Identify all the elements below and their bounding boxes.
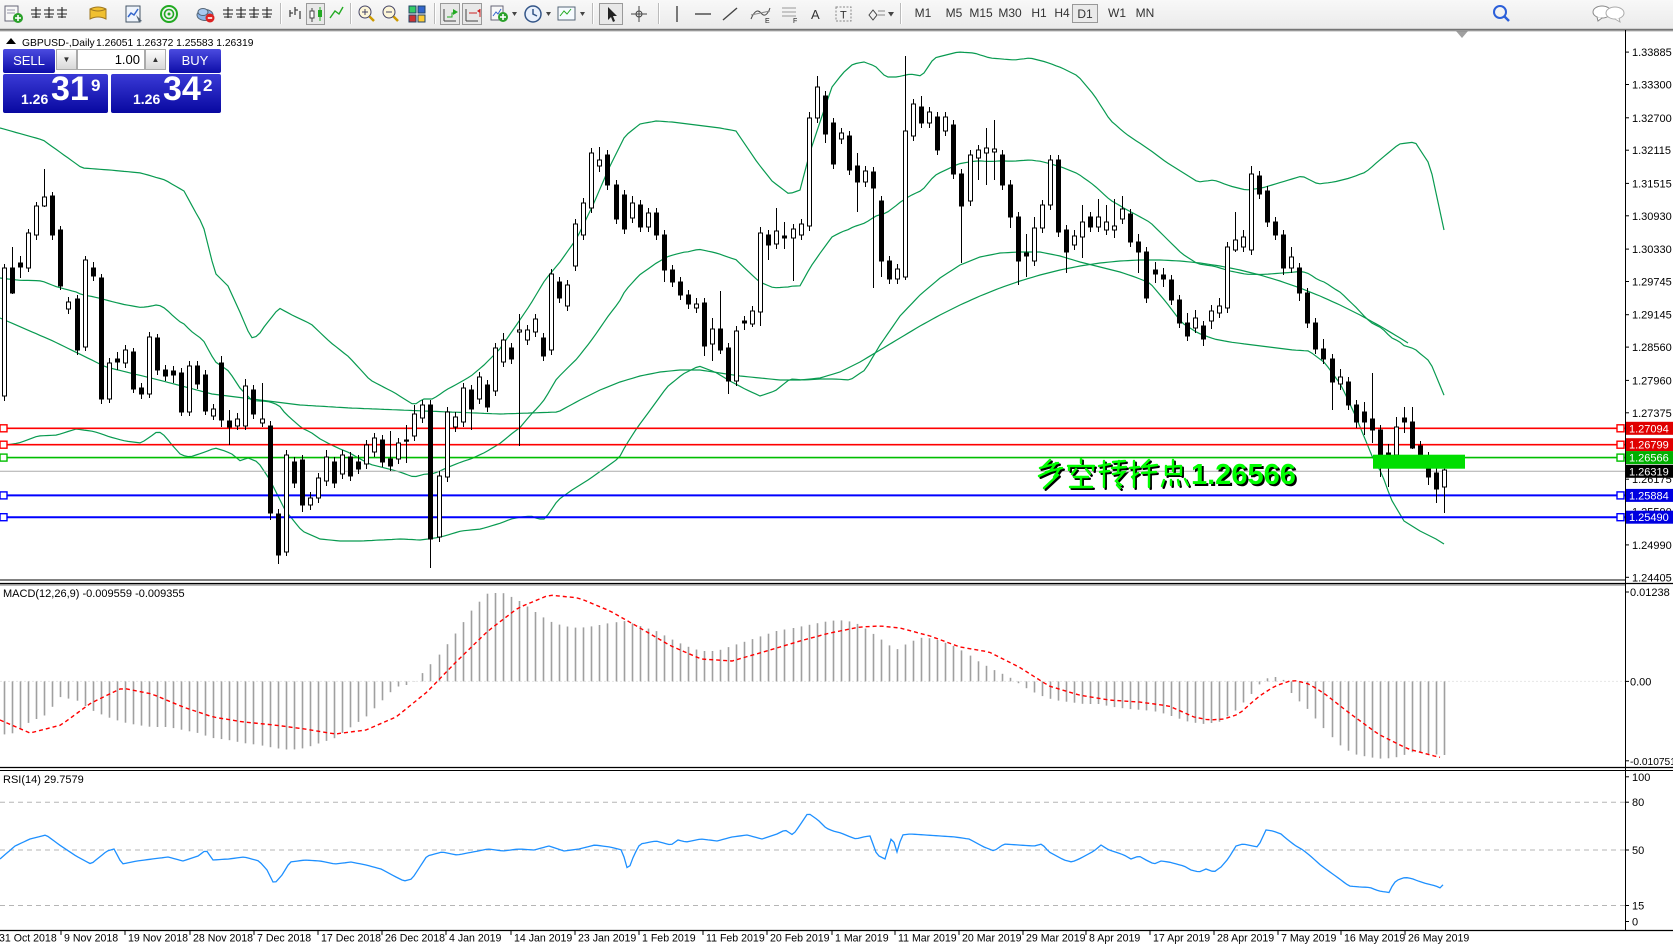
svg-text:1.33885: 1.33885 <box>1632 47 1672 59</box>
svg-text:1.27094: 1.27094 <box>1629 423 1669 435</box>
svg-text:1.25884: 1.25884 <box>1629 490 1669 502</box>
svg-text:80: 80 <box>1632 797 1644 809</box>
svg-text:29 Mar 2019: 29 Mar 2019 <box>1026 933 1086 945</box>
svg-text:31 Oct 2018: 31 Oct 2018 <box>0 933 57 945</box>
svg-text:T: T <box>840 10 847 22</box>
svg-text:1.30330: 1.30330 <box>1632 244 1672 256</box>
svg-text:1.26566: 1.26566 <box>1191 459 1296 491</box>
svg-text:0.01238: 0.01238 <box>1630 587 1670 599</box>
svg-text:RSI(14) 29.7579: RSI(14) 29.7579 <box>3 774 84 786</box>
svg-text:1 Mar 2019: 1 Mar 2019 <box>835 933 889 945</box>
svg-text:7 May 2019: 7 May 2019 <box>1281 933 1336 945</box>
svg-text:17 Dec 2018: 17 Dec 2018 <box>321 933 381 945</box>
svg-text:F: F <box>793 18 797 25</box>
svg-text:0: 0 <box>1632 917 1638 929</box>
svg-text:11 Feb 2019: 11 Feb 2019 <box>706 933 765 945</box>
svg-text:0.00: 0.00 <box>1630 676 1651 688</box>
svg-text:1.33300: 1.33300 <box>1632 80 1672 92</box>
svg-text:28 Apr 2019: 28 Apr 2019 <box>1217 933 1274 945</box>
svg-text:1.26051 1.26372 1.25583 1.2631: 1.26051 1.26372 1.25583 1.26319 <box>96 38 254 49</box>
svg-text:1.32700: 1.32700 <box>1632 113 1672 125</box>
svg-text:1.25490: 1.25490 <box>1629 512 1669 524</box>
svg-text:19 Nov 2018: 19 Nov 2018 <box>128 933 188 945</box>
svg-text:26 May 2019: 26 May 2019 <box>1408 933 1469 945</box>
svg-text:26 Dec 2018: 26 Dec 2018 <box>385 933 445 945</box>
svg-text:1.27375: 1.27375 <box>1632 408 1672 420</box>
svg-text:20 Mar 2019: 20 Mar 2019 <box>962 933 1022 945</box>
svg-text:1.26566: 1.26566 <box>1193 461 1298 493</box>
svg-text:9 Nov 2018: 9 Nov 2018 <box>64 933 118 945</box>
svg-text:A: A <box>811 7 820 22</box>
svg-text:1.32115: 1.32115 <box>1632 145 1671 157</box>
svg-text:4 Jan 2019: 4 Jan 2019 <box>449 933 502 945</box>
svg-text:8 Apr 2019: 8 Apr 2019 <box>1089 933 1140 945</box>
svg-text:1.26566: 1.26566 <box>1629 453 1669 465</box>
svg-text:100: 100 <box>1632 772 1650 784</box>
svg-text:20 Feb 2019: 20 Feb 2019 <box>770 933 830 945</box>
svg-text:1.24405: 1.24405 <box>1632 572 1672 584</box>
svg-text:7 Dec 2018: 7 Dec 2018 <box>257 933 311 945</box>
svg-text:28 Nov 2018: 28 Nov 2018 <box>193 933 253 945</box>
svg-text:1.30930: 1.30930 <box>1632 211 1672 223</box>
svg-text:15: 15 <box>1632 901 1644 913</box>
svg-text:23 Jan 2019: 23 Jan 2019 <box>578 933 636 945</box>
svg-text:50: 50 <box>1632 845 1644 857</box>
svg-text:11 Mar 2019: 11 Mar 2019 <box>898 933 957 945</box>
svg-text:1.31515: 1.31515 <box>1632 178 1672 190</box>
svg-text:1.29145: 1.29145 <box>1632 310 1672 322</box>
svg-text:1 Feb 2019: 1 Feb 2019 <box>642 933 696 945</box>
svg-text:MACD(12,26,9) -0.009559 -0.009: MACD(12,26,9) -0.009559 -0.009355 <box>3 588 185 600</box>
svg-text:1.26319: 1.26319 <box>1629 466 1669 478</box>
svg-text:1.24990: 1.24990 <box>1632 540 1672 552</box>
svg-text:14 Jan 2019: 14 Jan 2019 <box>514 933 572 945</box>
svg-text:GBPUSD-,Daily: GBPUSD-,Daily <box>22 38 96 49</box>
svg-text:-0.010751: -0.010751 <box>1630 757 1673 768</box>
svg-text:1.29745: 1.29745 <box>1632 277 1672 289</box>
svg-text:E: E <box>765 18 770 25</box>
svg-text:1.28560: 1.28560 <box>1632 342 1672 354</box>
svg-text:16 May 2019: 16 May 2019 <box>1344 933 1405 945</box>
svg-text:17 Apr 2019: 17 Apr 2019 <box>1153 933 1210 945</box>
svg-text:1.27960: 1.27960 <box>1632 375 1672 387</box>
svg-text:1.26799: 1.26799 <box>1629 440 1669 452</box>
